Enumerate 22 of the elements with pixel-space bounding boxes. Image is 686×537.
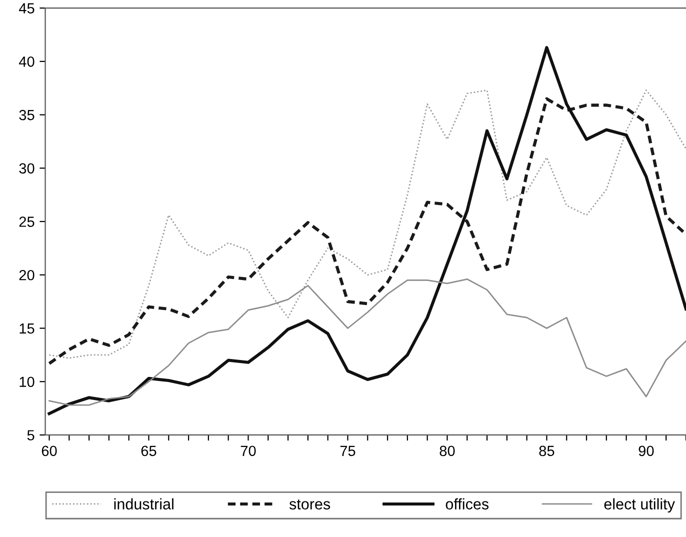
y-tick-label: 45 xyxy=(18,3,34,14)
x-tick-label: 60 xyxy=(42,446,57,456)
legend-label: elect utility xyxy=(604,498,675,513)
x-tick-label: 70 xyxy=(240,446,256,456)
y-tick-label: 20 xyxy=(19,270,34,280)
x-tick-label: 85 xyxy=(539,446,554,456)
y-tick-label: 35 xyxy=(19,110,34,120)
legend-label: stores xyxy=(289,499,330,510)
line-series xyxy=(48,46,686,416)
legend-label: offices xyxy=(446,498,489,510)
line-series xyxy=(48,278,686,406)
y-tick-label: 5 xyxy=(27,430,34,440)
y-tick-label: 40 xyxy=(18,56,34,67)
legend-label: industrial xyxy=(114,498,174,510)
y-tick-label: 15 xyxy=(20,323,34,334)
x-tick-label: 80 xyxy=(440,446,455,456)
y-tick-label: 10 xyxy=(20,376,34,388)
x-tick-label: 65 xyxy=(141,446,156,456)
x-tick-label: 90 xyxy=(638,446,654,456)
y-tick-label: 25 xyxy=(19,216,34,227)
y-tick-label: 30 xyxy=(19,163,34,174)
x-tick-label: 75 xyxy=(340,446,356,456)
